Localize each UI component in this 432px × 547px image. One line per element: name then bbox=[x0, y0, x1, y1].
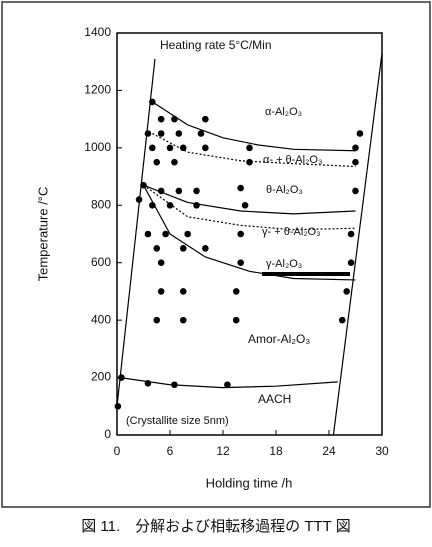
figure-border bbox=[1, 1, 431, 508]
data-point bbox=[149, 201, 156, 209]
data-point bbox=[157, 187, 165, 195]
data-point bbox=[237, 184, 244, 192]
data-point bbox=[202, 144, 209, 152]
data-point bbox=[118, 374, 125, 381]
data-point bbox=[237, 259, 244, 267]
boundary-curve bbox=[152, 132, 356, 168]
boundary-curve bbox=[143, 184, 356, 215]
boundary-curve bbox=[142, 184, 356, 281]
y-tick-label: 400 bbox=[91, 312, 111, 326]
data-point bbox=[153, 158, 161, 166]
annotation: γ-Al₂O₃ bbox=[266, 258, 302, 270]
y-tick-label: 800 bbox=[91, 197, 111, 211]
annotation: θ-Al₂O₃ bbox=[266, 184, 303, 196]
data-point bbox=[166, 144, 174, 152]
data-point bbox=[338, 316, 346, 324]
data-point bbox=[202, 115, 209, 123]
boundary-curve bbox=[332, 53, 383, 436]
data-point bbox=[144, 130, 152, 137]
data-point bbox=[171, 115, 178, 123]
x-tick-label: 12 bbox=[216, 444, 230, 458]
x-tick-label: 6 bbox=[167, 444, 174, 458]
data-point bbox=[356, 130, 364, 137]
data-point bbox=[153, 245, 161, 252]
data-point bbox=[135, 196, 143, 203]
data-point bbox=[179, 245, 187, 252]
data-point bbox=[149, 98, 156, 106]
boundary-curve bbox=[143, 184, 356, 231]
boundary-curve bbox=[119, 376, 338, 389]
data-point bbox=[202, 245, 209, 252]
data-point bbox=[352, 144, 359, 152]
data-point bbox=[157, 130, 165, 137]
data-point bbox=[144, 230, 152, 238]
y-tick-label: 0 bbox=[104, 427, 111, 441]
data-point bbox=[232, 288, 240, 295]
x-tick-label: 0 bbox=[114, 444, 121, 458]
gamma-marker bbox=[262, 272, 350, 276]
data-point bbox=[241, 201, 249, 209]
data-point bbox=[175, 130, 183, 137]
data-point bbox=[193, 187, 200, 195]
data-point bbox=[114, 402, 122, 410]
data-point bbox=[197, 130, 205, 137]
x-tick-label: 18 bbox=[269, 444, 283, 458]
data-point bbox=[171, 381, 178, 389]
annotation: (Crystallite size 5nm) bbox=[126, 415, 229, 427]
annotation: γ- + θ-Al₂O₃ bbox=[262, 226, 321, 238]
data-point bbox=[246, 144, 253, 152]
caption: 図 11. 分解および相転移過程の TTT 図 bbox=[81, 518, 350, 535]
data-point bbox=[179, 144, 187, 152]
data-point bbox=[162, 230, 169, 238]
y-tick-label: 200 bbox=[91, 370, 111, 384]
data-point bbox=[157, 259, 165, 267]
data-point bbox=[157, 115, 165, 123]
annotation: α- + θ-Al₂O₃ bbox=[263, 154, 322, 166]
data-point bbox=[157, 288, 165, 295]
y-tick-label: 1400 bbox=[84, 25, 111, 39]
data-point bbox=[352, 187, 359, 195]
x-tick-label: 30 bbox=[375, 444, 389, 458]
data-point bbox=[166, 201, 174, 209]
boundary-curve bbox=[116, 58, 156, 407]
boundary-curve bbox=[152, 101, 356, 152]
data-point bbox=[347, 259, 355, 267]
data-point bbox=[343, 288, 350, 295]
data-point bbox=[140, 181, 147, 189]
data-point bbox=[193, 201, 200, 209]
data-point bbox=[175, 187, 183, 195]
data-point bbox=[347, 230, 355, 238]
y-tick-label: 1000 bbox=[84, 140, 111, 154]
data-point bbox=[179, 288, 187, 295]
y-tick-label: 600 bbox=[91, 255, 111, 269]
annotation: α-Al₂O₃ bbox=[265, 106, 302, 118]
x-tick-label: 24 bbox=[322, 444, 336, 458]
annotation: Amor-Al₂O₃ bbox=[248, 332, 310, 346]
y-tick-label: 1200 bbox=[84, 83, 111, 97]
data-point bbox=[144, 380, 152, 387]
plot-frame bbox=[116, 32, 383, 436]
annotation: AACH bbox=[258, 392, 291, 406]
data-point bbox=[232, 316, 240, 324]
data-point bbox=[153, 316, 161, 324]
data-point bbox=[246, 158, 253, 166]
data-point bbox=[179, 316, 187, 324]
data-point bbox=[352, 158, 359, 166]
data-point bbox=[224, 381, 231, 389]
x-axis-label: Holding time /h bbox=[206, 475, 293, 490]
y-axis-label: Temperature /°C bbox=[35, 187, 50, 282]
data-point bbox=[184, 230, 191, 238]
annotation: Heating rate 5°C/Min bbox=[160, 38, 272, 52]
data-point bbox=[237, 230, 244, 238]
data-point bbox=[171, 158, 178, 166]
data-point bbox=[149, 144, 156, 152]
